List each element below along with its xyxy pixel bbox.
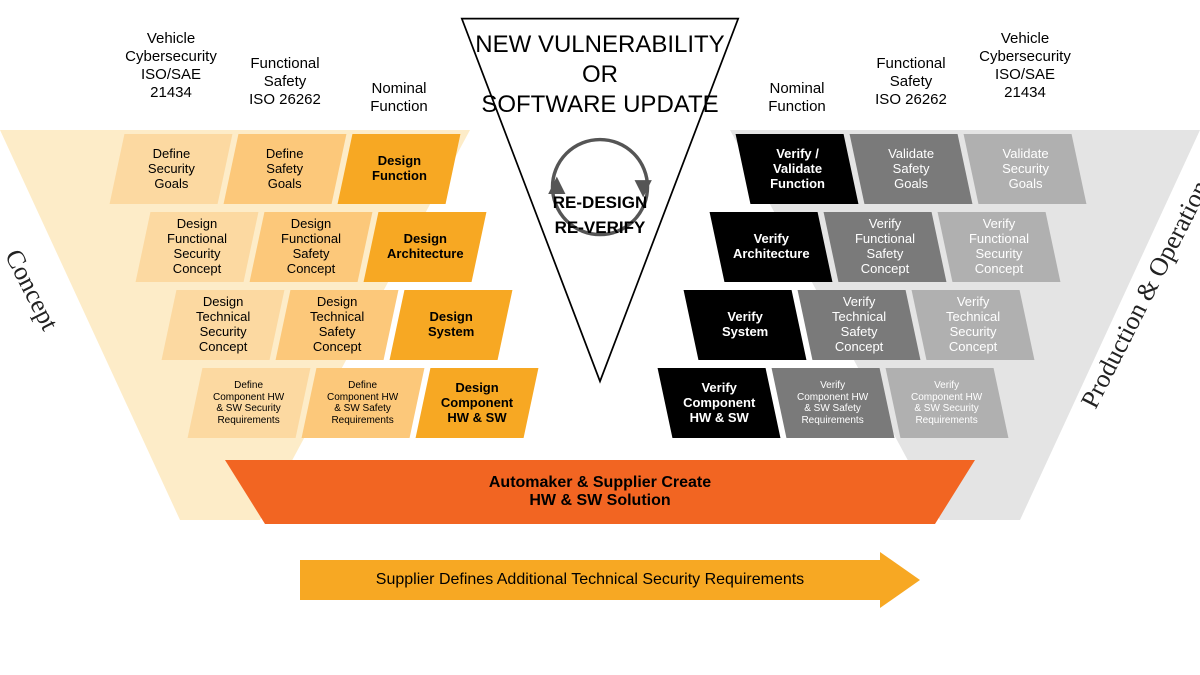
- cell-label: Verify Technical Security Concept: [946, 295, 1000, 355]
- cell-label: Verify Functional Security Concept: [969, 217, 1029, 277]
- cell-label: Define Security Goals: [148, 147, 195, 192]
- cell-R0-r2: Verify System: [684, 290, 807, 360]
- cell-label: Verify Technical Safety Concept: [832, 295, 886, 355]
- cell-L2-r1: Design Architecture: [364, 212, 487, 282]
- cell-L0-r2: Design Technical Security Concept: [162, 290, 285, 360]
- cell-L2-r3: Design Component HW & SW: [416, 368, 539, 438]
- cell-L1-r0: Define Safety Goals: [224, 134, 347, 204]
- cell-label: Validate Security Goals: [1002, 147, 1049, 192]
- cell-L1-r3: Define Component HW & SW Safety Requirem…: [302, 368, 425, 438]
- cell-R2-r1: Verify Functional Security Concept: [938, 212, 1061, 282]
- cell-L1-r1: Design Functional Safety Concept: [250, 212, 373, 282]
- cell-R2-r3: Verify Component HW & SW Security Requir…: [886, 368, 1009, 438]
- cell-L1-r2: Design Technical Safety Concept: [276, 290, 399, 360]
- cell-R0-r0: Verify / Validate Function: [736, 134, 859, 204]
- cell-label: Verify Architecture: [733, 232, 810, 262]
- cell-label: Verify Component HW & SW: [683, 381, 755, 426]
- cell-L0-r3: Define Component HW & SW Security Requir…: [188, 368, 311, 438]
- cell-R1-r3: Verify Component HW & SW Safety Requirem…: [772, 368, 895, 438]
- cell-R1-r2: Verify Technical Safety Concept: [798, 290, 921, 360]
- cell-label: Verify / Validate Function: [770, 147, 825, 192]
- cell-label: Verify System: [722, 310, 768, 340]
- cell-label: Verify Component HW & SW Security Requir…: [911, 380, 982, 426]
- cell-label: Design Function: [372, 154, 427, 184]
- cell-R2-r2: Verify Technical Security Concept: [912, 290, 1035, 360]
- cell-label: Design System: [428, 310, 474, 340]
- cell-label: Design Functional Safety Concept: [281, 217, 341, 277]
- cell-label: Define Component HW & SW Security Requir…: [213, 380, 284, 426]
- cell-label: Verify Component HW & SW Safety Requirem…: [797, 380, 868, 426]
- cell-label: Design Architecture: [387, 232, 464, 262]
- cell-L2-r0: Design Function: [338, 134, 461, 204]
- cell-label: Define Component HW & SW Safety Requirem…: [327, 380, 398, 426]
- cell-label: Define Safety Goals: [266, 147, 304, 192]
- arrow-band-text: Supplier Defines Additional Technical Se…: [300, 560, 880, 600]
- cell-R0-r3: Verify Component HW & SW: [658, 368, 781, 438]
- cell-label: Design Technical Safety Concept: [310, 295, 364, 355]
- cell-label: Design Component HW & SW: [441, 381, 513, 426]
- cell-L0-r0: Define Security Goals: [110, 134, 233, 204]
- cell-L2-r2: Design System: [390, 290, 513, 360]
- cell-label: Verify Functional Safety Concept: [855, 217, 915, 277]
- cell-label: Design Functional Security Concept: [167, 217, 227, 277]
- cell-R2-r0: Validate Security Goals: [964, 134, 1087, 204]
- cell-L0-r1: Design Functional Security Concept: [136, 212, 259, 282]
- cell-R0-r1: Verify Architecture: [710, 212, 833, 282]
- cell-label: Validate Safety Goals: [888, 147, 934, 192]
- cell-label: Design Technical Security Concept: [196, 295, 250, 355]
- v-model-diagram: Concept Production & Operations Vehicle …: [0, 0, 1200, 675]
- cell-R1-r1: Verify Functional Safety Concept: [824, 212, 947, 282]
- bottom-band-text: Automaker & Supplier Create HW & SW Solu…: [225, 460, 975, 524]
- cell-R1-r0: Validate Safety Goals: [850, 134, 973, 204]
